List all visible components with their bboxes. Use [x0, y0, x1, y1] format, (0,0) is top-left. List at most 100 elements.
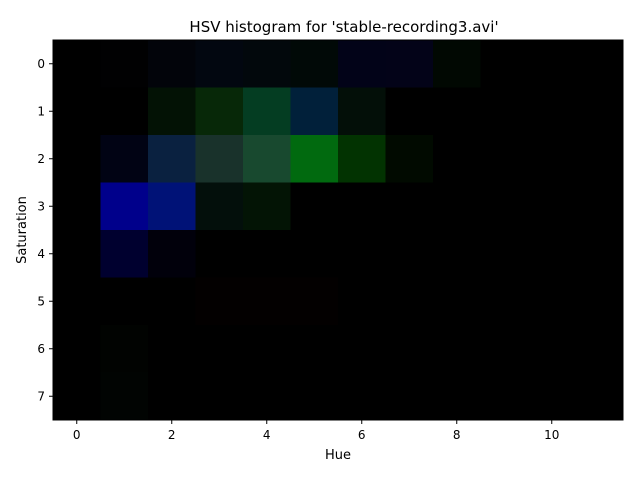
- heatmap-cell-s0-h4: [243, 40, 291, 88]
- heatmap-cell-s6-h9: [480, 325, 529, 373]
- heatmap-cell-s4-h1: [100, 230, 149, 278]
- heatmap-cell-s0-h2: [148, 40, 196, 88]
- heatmap-cell-s2-h9: [480, 135, 529, 183]
- heatmap-cell-s3-h11: [575, 182, 624, 231]
- heatmap-cell-s7-h3: [195, 372, 244, 421]
- heatmap-cell-s4-h3: [195, 230, 244, 278]
- x-tick-label: 8: [453, 428, 461, 442]
- y-tick-label: 4: [37, 247, 45, 261]
- heatmap-cell-s2-h1: [100, 135, 149, 183]
- heatmap-cell-s7-h2: [148, 372, 196, 421]
- heatmap-cell-s0-h3: [195, 40, 244, 88]
- heatmap-cell-s5-h1: [100, 277, 149, 326]
- heatmap-cell-s2-h0: [53, 135, 101, 183]
- heatmap-cell-s2-h2: [148, 135, 196, 183]
- heatmap-cell-s4-h11: [575, 230, 624, 278]
- heatmap-cell-s0-h1: [100, 40, 149, 88]
- x-axis-label: Hue: [325, 448, 351, 463]
- heatmap-cell-s3-h0: [53, 182, 101, 231]
- heatmap-cell-s1-h7: [385, 87, 434, 136]
- heatmap-cell-s6-h7: [385, 325, 434, 373]
- heatmap-cell-s3-h4: [243, 182, 291, 231]
- heatmap-cell-s2-h6: [338, 135, 386, 183]
- heatmap-cell-s5-h11: [575, 277, 624, 326]
- heatmap-cell-s3-h10: [528, 182, 576, 231]
- y-tick-label: 3: [37, 199, 45, 213]
- heatmap-cell-s6-h11: [575, 325, 624, 373]
- heatmap-cell-s1-h6: [338, 87, 386, 136]
- x-tick-label: 10: [544, 428, 559, 442]
- heatmap-cell-s1-h1: [100, 87, 149, 136]
- heatmap-cell-s6-h5: [290, 325, 339, 373]
- heatmap-cell-s0-h11: [575, 40, 624, 88]
- heatmap-cell-s3-h1: [100, 182, 149, 231]
- heatmap-cell-s0-h10: [528, 40, 576, 88]
- heatmap-cell-s4-h8: [433, 230, 481, 278]
- y-tick-label: 6: [37, 342, 45, 356]
- heatmap-cell-s5-h5: [290, 277, 339, 326]
- heatmap-cell-s1-h3: [195, 87, 244, 136]
- heatmap-cell-s4-h4: [243, 230, 291, 278]
- heatmap-cell-s6-h0: [53, 325, 101, 373]
- heatmap-cell-s6-h1: [100, 325, 149, 373]
- heatmap-cell-s0-h7: [385, 40, 434, 88]
- heatmap-cell-s1-h8: [433, 87, 481, 136]
- heatmap-cell-s7-h1: [100, 372, 149, 421]
- y-tick-label: 0: [37, 57, 45, 71]
- y-axis-label: Saturation: [15, 196, 30, 264]
- heatmap-cell-s4-h5: [290, 230, 339, 278]
- heatmap-cell-s0-h9: [480, 40, 529, 88]
- heatmap-cell-s4-h6: [338, 230, 386, 278]
- x-tick-label: 2: [168, 428, 176, 442]
- heatmap-cell-s3-h5: [290, 182, 339, 231]
- heatmap-cell-s1-h5: [290, 87, 339, 136]
- heatmap-cell-s5-h4: [243, 277, 291, 326]
- heatmap-cell-s2-h10: [528, 135, 576, 183]
- heatmap-cell-s5-h9: [480, 277, 529, 326]
- heatmap-cell-s0-h5: [290, 40, 339, 88]
- heatmap-cell-s3-h3: [195, 182, 244, 231]
- heatmap-cell-s1-h4: [243, 87, 291, 136]
- heatmap-cell-s5-h8: [433, 277, 481, 326]
- heatmap-cell-s2-h8: [433, 135, 481, 183]
- heatmap-cell-s6-h4: [243, 325, 291, 373]
- heatmap-cell-s1-h10: [528, 87, 576, 136]
- heatmap-cell-s0-h0: [53, 40, 101, 88]
- heatmap-cell-s4-h9: [480, 230, 529, 278]
- heatmap-cell-s4-h2: [148, 230, 196, 278]
- heatmap-cell-s5-h6: [338, 277, 386, 326]
- heatmap-cell-s0-h8: [433, 40, 481, 88]
- plot-frame: [52, 39, 624, 421]
- heatmap-cell-s6-h6: [338, 325, 386, 373]
- heatmap-cell-s7-h4: [243, 372, 291, 421]
- heatmap-cell-s1-h11: [575, 87, 624, 136]
- chart-title: HSV histogram for 'stable-recording3.avi…: [189, 18, 498, 36]
- y-axis-ticks: 0 1 2 3 4 5 6 7: [37, 57, 53, 403]
- y-tick-label: 2: [37, 152, 45, 166]
- heatmap-cell-s7-h6: [338, 372, 386, 421]
- heatmap-cell-s2-h4: [243, 135, 291, 183]
- y-tick-label: 5: [37, 294, 45, 308]
- heatmap-cell-s2-h11: [575, 135, 624, 183]
- heatmap-cell-s2-h7: [385, 135, 434, 183]
- heatmap-cell-s6-h10: [528, 325, 576, 373]
- heatmap-cell-s3-h2: [148, 182, 196, 231]
- heatmap-cell-s5-h7: [385, 277, 434, 326]
- heatmap-cell-s3-h7: [385, 182, 434, 231]
- heatmap-cell-s5-h3: [195, 277, 244, 326]
- x-tick-label: 4: [263, 428, 271, 442]
- heatmap-cells: [53, 40, 624, 421]
- x-tick-label: 0: [73, 428, 81, 442]
- heatmap-cell-s4-h7: [385, 230, 434, 278]
- heatmap-cell-s1-h2: [148, 87, 196, 136]
- heatmap-cell-s6-h3: [195, 325, 244, 373]
- heatmap-cell-s7-h0: [53, 372, 101, 421]
- heatmap-cell-s7-h5: [290, 372, 339, 421]
- x-tick-label: 6: [358, 428, 366, 442]
- heatmap-cell-s6-h2: [148, 325, 196, 373]
- heatmap-cell-s4-h0: [53, 230, 101, 278]
- heatmap-cell-s7-h10: [528, 372, 576, 421]
- heatmap-cell-s2-h3: [195, 135, 244, 183]
- heatmap-cell-s6-h8: [433, 325, 481, 373]
- heatmap-cell-s4-h10: [528, 230, 576, 278]
